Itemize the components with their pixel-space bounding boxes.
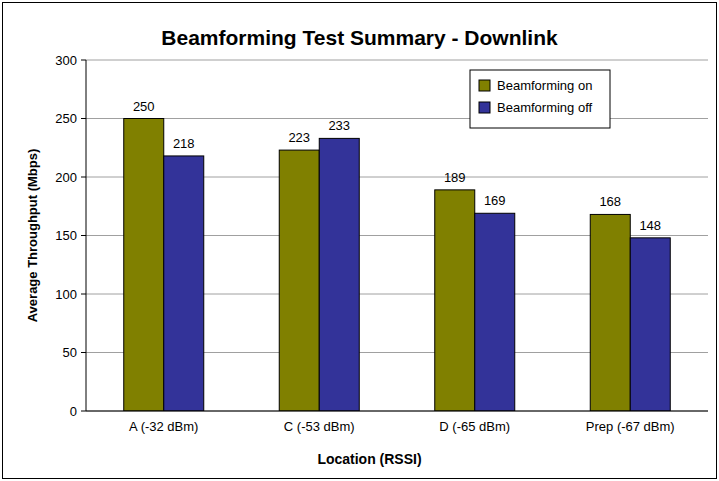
data-label: 168 — [599, 194, 621, 209]
y-tick-label: 200 — [55, 170, 77, 185]
data-label: 218 — [173, 136, 195, 151]
legend-box — [470, 70, 610, 128]
legend-swatch — [479, 80, 490, 91]
y-tick — [81, 411, 86, 412]
x-tick-label: C (-53 dBm) — [284, 419, 355, 434]
data-label: 189 — [444, 170, 466, 185]
y-tick — [81, 235, 86, 236]
x-axis-label: Location (RSSI) — [317, 451, 421, 467]
x-axis — [86, 411, 708, 412]
plot-area — [86, 60, 708, 411]
y-tick-label: 300 — [55, 53, 77, 68]
data-label: 223 — [288, 130, 310, 145]
y-tick-label: 0 — [70, 404, 77, 419]
legend-swatch — [479, 102, 490, 113]
bar — [124, 119, 164, 412]
bar — [279, 150, 319, 411]
y-tick-label: 50 — [63, 345, 77, 360]
data-label: 250 — [133, 99, 155, 114]
y-tick-label: 250 — [55, 111, 77, 126]
y-tick — [81, 352, 86, 353]
y-tick — [81, 118, 86, 119]
chart-container: Beamforming Test Summary - Downlink 0 50 10… — [0, 0, 719, 481]
bar — [164, 156, 204, 411]
chart-title: Beamforming Test Summary - Downlink — [161, 26, 558, 49]
y-tick — [81, 294, 86, 295]
grid-line — [86, 60, 708, 61]
x-tick-label: D (-65 dBm) — [439, 419, 510, 434]
bar — [435, 190, 475, 411]
bar — [319, 138, 359, 411]
x-tick-label: Prep (-67 dBm) — [586, 419, 675, 434]
chart-svg: Beamforming Test Summary - Downlink 0 50 10… — [0, 0, 719, 481]
bars — [124, 119, 671, 412]
data-label: 169 — [484, 193, 506, 208]
x-tick-label: A (-32 dBm) — [129, 419, 198, 434]
chart-border — [3, 3, 717, 479]
legend: Beamforming on Beamforming off — [470, 70, 610, 128]
y-tick — [81, 177, 86, 178]
y-tick — [81, 60, 86, 61]
legend-label: Beamforming off — [497, 100, 593, 115]
bar — [475, 213, 515, 411]
legend-label: Beamforming on — [497, 78, 592, 93]
bar — [630, 238, 670, 411]
y-axis-label: Average Throughput (Mbps) — [25, 149, 40, 323]
y-axis — [86, 60, 87, 411]
grid-line — [86, 411, 708, 412]
data-label: 233 — [328, 118, 350, 133]
bar — [590, 214, 630, 411]
grid-line — [86, 118, 708, 119]
y-tick-label: 150 — [55, 228, 77, 243]
y-tick-label: 100 — [55, 287, 77, 302]
data-label: 148 — [639, 218, 661, 233]
